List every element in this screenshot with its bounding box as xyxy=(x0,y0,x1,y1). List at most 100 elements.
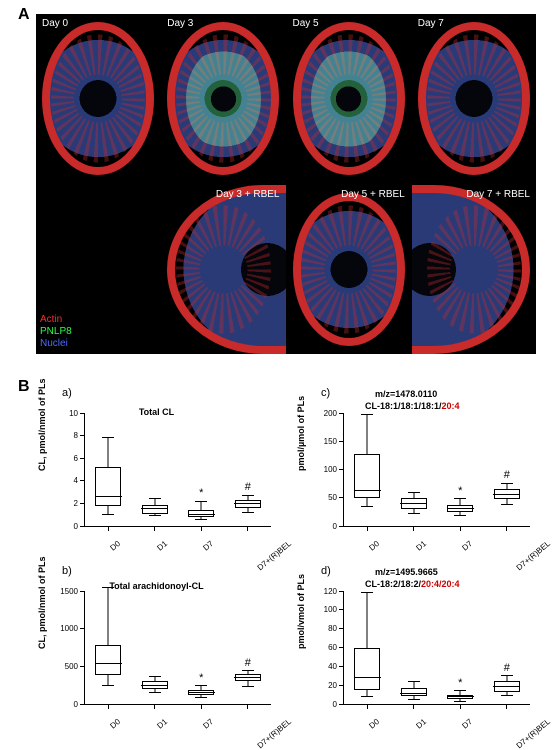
y-tick: 0 xyxy=(80,526,85,527)
box xyxy=(401,688,427,696)
x-tick-label: D1 xyxy=(414,717,428,730)
y-axis-label: pmol/vmol of PLs xyxy=(296,574,306,649)
legend-item: Actin xyxy=(40,314,72,326)
boxplot-chart: a)Total CLCL, pmol/nmol of PLs0246810D0D… xyxy=(36,385,277,557)
whisker-cap xyxy=(501,483,513,484)
whisker-cap xyxy=(501,695,513,696)
subpanel-label: b) xyxy=(62,565,72,577)
y-axis-label: CL, pmol/nmol of PLs xyxy=(37,557,47,650)
x-tick xyxy=(247,526,248,531)
channel-legend: ActinPNLP8Nuclei xyxy=(40,314,72,350)
whisker-cap xyxy=(408,492,420,493)
whisker-cap xyxy=(361,506,373,507)
panel-a-microscopy: Day 0 Day 3 Day 5 Day 7 ActinPNLP8Nuclei Day … xyxy=(36,14,536,354)
box xyxy=(188,690,214,695)
median-line xyxy=(141,508,168,509)
x-tick-label: D7+(R)BEL xyxy=(514,717,551,750)
box xyxy=(235,674,261,682)
y-tick: 0 xyxy=(339,704,344,705)
plot-area: 050010001500D0D1*D7#D7+(R)BEL xyxy=(84,591,271,705)
whisker-cap xyxy=(408,699,420,700)
microscopy-cell: ActinPNLP8Nuclei xyxy=(36,185,160,355)
box xyxy=(95,645,121,675)
x-tick xyxy=(247,704,248,709)
y-tick: 1000 xyxy=(80,628,85,629)
x-tick-label: D1 xyxy=(414,539,428,552)
box xyxy=(142,505,168,514)
boxplot-chart: c)m/z=1478.0110CL-18:1/18:1/18:1/20:4pmo… xyxy=(295,385,536,557)
y-tick: 8 xyxy=(80,435,85,436)
significance-marker: * xyxy=(458,677,462,689)
mz-label: m/z=1478.0110 xyxy=(375,389,437,399)
microscopy-day-label: Day 7 xyxy=(418,18,444,29)
panel-b-label: B xyxy=(18,378,30,396)
whisker-cap xyxy=(501,675,513,676)
x-tick-label: D7 xyxy=(202,539,216,552)
microscopy-day-label: Day 0 xyxy=(42,18,68,29)
median-line xyxy=(141,685,168,686)
y-axis-label: pmol/µmol of PLs xyxy=(296,396,306,471)
y-tick: 50 xyxy=(339,497,344,498)
y-tick: 2 xyxy=(80,503,85,504)
microscopy-day-label: Day 3 + RBEL xyxy=(216,189,280,200)
whisker-cap xyxy=(102,685,114,686)
microscopy-cell: Day 3 xyxy=(161,14,285,184)
y-tick: 0 xyxy=(80,704,85,705)
x-tick-label: D0 xyxy=(368,717,382,730)
x-tick-label: D0 xyxy=(109,539,123,552)
x-tick xyxy=(460,526,461,531)
whisker-cap xyxy=(195,685,207,686)
x-tick-label: D7 xyxy=(202,717,216,730)
significance-marker: # xyxy=(245,481,251,493)
whisker-cap xyxy=(195,501,207,502)
y-tick: 200 xyxy=(339,413,344,414)
whisker-cap xyxy=(408,681,420,682)
box xyxy=(188,510,214,517)
x-tick xyxy=(413,704,414,709)
whisker-cap xyxy=(454,515,466,516)
microscopy-cell: Day 5 xyxy=(287,14,411,184)
subpanel-label: c) xyxy=(321,387,330,399)
median-line xyxy=(188,692,215,693)
y-tick: 20 xyxy=(339,685,344,686)
x-tick xyxy=(154,704,155,709)
whisker-cap xyxy=(242,495,254,496)
plot-area: 0246810D0D1*D7#D7+(R)BEL xyxy=(84,413,271,527)
significance-marker: * xyxy=(199,672,203,684)
subpanel-label: a) xyxy=(62,387,72,399)
x-tick xyxy=(367,704,368,709)
box xyxy=(354,648,380,690)
median-line xyxy=(400,693,427,694)
median-line xyxy=(234,503,261,504)
significance-marker: # xyxy=(245,657,251,669)
median-line xyxy=(400,503,427,504)
box xyxy=(494,681,520,691)
y-tick: 500 xyxy=(80,666,85,667)
microscopy-cell: Day 5 + RBEL xyxy=(287,185,411,355)
whisker-cap xyxy=(102,587,114,588)
microscopy-day-label: Day 5 xyxy=(293,18,319,29)
x-tick xyxy=(506,704,507,709)
x-tick-label: D0 xyxy=(109,717,123,730)
box xyxy=(401,498,427,509)
y-tick: 0 xyxy=(339,526,344,527)
y-tick: 150 xyxy=(339,441,344,442)
median-line xyxy=(234,677,261,678)
median-line xyxy=(188,514,215,515)
y-tick: 6 xyxy=(80,458,85,459)
y-tick: 10 xyxy=(80,413,85,414)
whisker-cap xyxy=(361,592,373,593)
significance-marker: # xyxy=(504,662,510,674)
whisker-cap xyxy=(454,701,466,702)
median-line xyxy=(354,490,381,491)
whisker-cap xyxy=(454,498,466,499)
median-line xyxy=(447,508,474,509)
significance-marker: * xyxy=(199,487,203,499)
subpanel-label: d) xyxy=(321,565,331,577)
whisker-cap xyxy=(149,676,161,677)
boxplot-chart: b)Total arachidonoyl-CLCL, pmol/nmol of … xyxy=(36,563,277,735)
plot-area: 020406080100120D0D1*D7#D7+(R)BEL xyxy=(343,591,530,705)
legend-item: PNLP8 xyxy=(40,326,72,338)
significance-marker: * xyxy=(458,485,462,497)
median-line xyxy=(354,677,381,678)
